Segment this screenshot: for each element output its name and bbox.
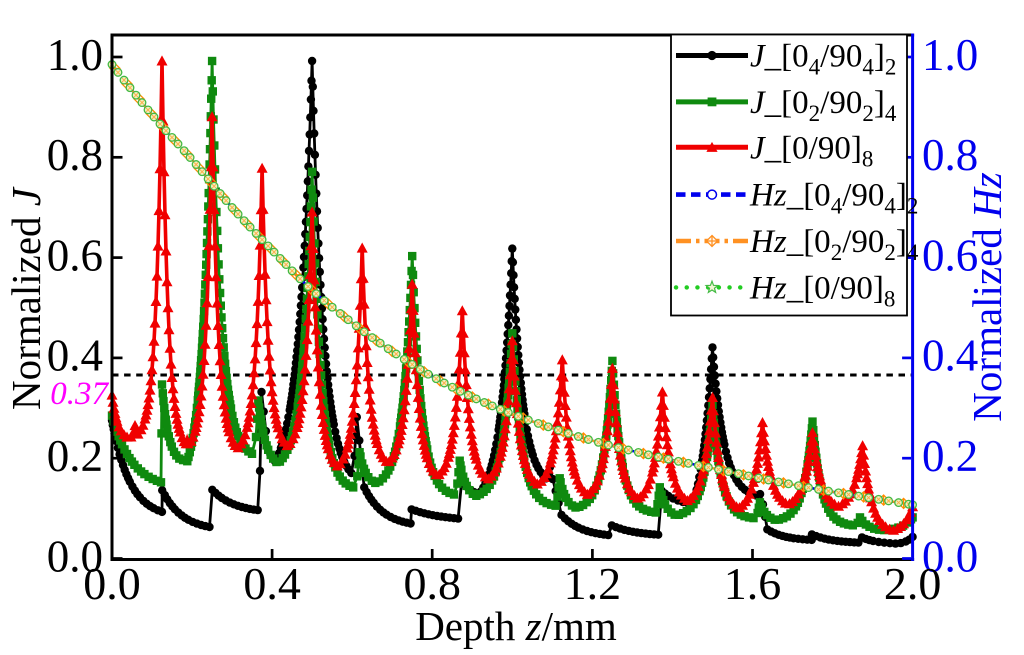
svg-text:Normalized Hz: Normalized Hz — [964, 172, 1010, 421]
svg-text:J_[02/902]4: J_[02/902]4 — [750, 85, 897, 126]
svg-text:1.0: 1.0 — [47, 30, 103, 80]
svg-text:0.4: 0.4 — [922, 331, 978, 381]
svg-text:0.6: 0.6 — [47, 230, 103, 280]
svg-text:0.2: 0.2 — [47, 431, 103, 481]
svg-text:0.0: 0.0 — [83, 558, 141, 609]
svg-text:0.4: 0.4 — [47, 331, 103, 381]
svg-text:0.0: 0.0 — [47, 531, 103, 581]
svg-text:2.0: 2.0 — [884, 558, 942, 609]
svg-text:0.37: 0.37 — [50, 376, 109, 412]
svg-text:0.8: 0.8 — [403, 558, 461, 609]
svg-text:0.8: 0.8 — [922, 130, 978, 180]
svg-text:Depth z/mm: Depth z/mm — [415, 603, 617, 649]
svg-text:Hz_[0/90]8: Hz_[0/90]8 — [749, 270, 895, 311]
svg-text:1.0: 1.0 — [922, 30, 978, 80]
svg-text:0.8: 0.8 — [47, 130, 103, 180]
svg-text:0.0: 0.0 — [922, 531, 978, 581]
svg-text:J_[04/904]2: J_[04/904]2 — [750, 39, 896, 80]
svg-text:1.2: 1.2 — [564, 558, 622, 609]
svg-text:0.6: 0.6 — [922, 230, 978, 280]
svg-text:Normalized J: Normalized J — [3, 186, 49, 410]
svg-text:1.6: 1.6 — [724, 558, 782, 609]
svg-text:0.4: 0.4 — [243, 558, 301, 609]
svg-text:0.2: 0.2 — [922, 431, 978, 481]
svg-text:J_[0/90]8: J_[0/90]8 — [750, 130, 873, 171]
